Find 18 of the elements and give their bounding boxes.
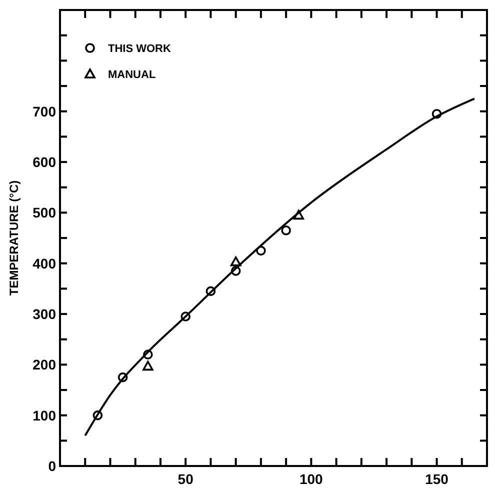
x-tick-label: 50 [178,471,194,487]
line-series [84,98,476,437]
x-tick-label: 150 [425,471,449,487]
y-tick-label: 200 [32,356,56,373]
point [281,226,291,236]
y-tick-label: 100 [32,407,56,424]
legend-label: THIS WORK [108,43,171,55]
legend-label: MANUAL [108,69,156,81]
y-tick-label: 0 [48,458,56,474]
y-tick-label: 700 [32,103,56,120]
x-tick-label: 100 [299,471,324,487]
y-tick-label: 600 [32,154,56,170]
point [230,256,242,266]
y-tick-label: 500 [32,204,56,221]
point [142,360,154,371]
y-axis-title: TEMPERATURE (°C) [7,180,21,296]
y-tick-label: 300 [32,306,56,322]
y-tick-label: 400 [32,255,56,272]
